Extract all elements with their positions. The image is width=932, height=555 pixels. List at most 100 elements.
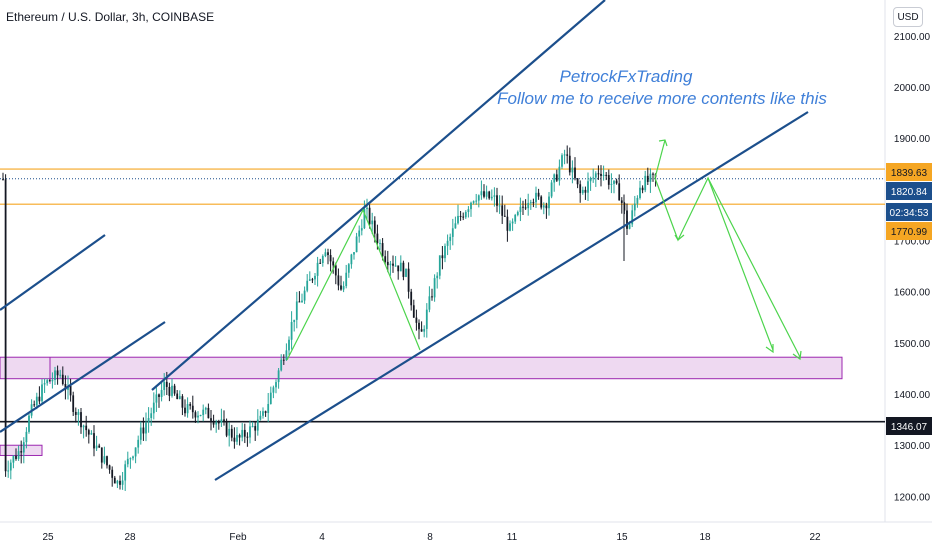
candle-body xyxy=(210,418,212,421)
bearish-projection-path-2[interactable] xyxy=(707,177,801,358)
candle-body xyxy=(61,374,64,385)
price-tag-support: 1770.99 xyxy=(886,222,932,240)
projection-arrow-head-1[interactable] xyxy=(674,234,685,241)
candle-body xyxy=(412,305,415,318)
candle-body xyxy=(480,191,483,196)
candle-body xyxy=(537,192,540,197)
candle-body xyxy=(246,436,249,438)
candle-body xyxy=(90,433,93,435)
candle-body xyxy=(464,212,467,218)
candle-body xyxy=(444,245,446,259)
candle-body xyxy=(7,470,10,472)
trendline-left-lower[interactable] xyxy=(0,321,166,433)
time-axis[interactable]: 25 28 Feb 4 8 11 15 18 22 xyxy=(42,532,821,543)
annotation-line-2: Follow me to receive more contents like … xyxy=(497,89,827,108)
candle-body xyxy=(293,319,296,323)
candle-body xyxy=(17,451,20,459)
candle-body xyxy=(431,296,433,298)
channel-upper-line[interactable] xyxy=(151,0,606,391)
candle-body xyxy=(25,431,28,443)
channel-lower-line[interactable] xyxy=(214,111,809,481)
candle-body xyxy=(173,385,176,394)
trendlines xyxy=(0,0,809,481)
past-swing-path[interactable] xyxy=(286,208,421,361)
price-tick-label: 1600.00 xyxy=(894,288,931,299)
candle-body xyxy=(477,195,480,201)
candle-body xyxy=(394,265,397,267)
candle-body xyxy=(568,155,571,173)
candle-body xyxy=(178,396,181,400)
candle-body xyxy=(373,220,376,234)
candle-body xyxy=(438,255,441,276)
price-tick-label: 2100.00 xyxy=(894,32,931,43)
price-tick-label: 1500.00 xyxy=(894,339,931,350)
candle-body xyxy=(38,396,41,402)
candle-body xyxy=(93,433,95,449)
candle-body xyxy=(636,198,639,204)
candle-body xyxy=(150,413,153,418)
candles xyxy=(2,145,657,491)
candle-body xyxy=(189,404,192,406)
candle-body xyxy=(165,381,168,387)
candle-body xyxy=(197,415,199,418)
candle-body xyxy=(594,173,597,178)
candle-body xyxy=(77,412,80,415)
time-tick-label: 25 xyxy=(42,532,54,543)
candle-body xyxy=(407,268,410,292)
price-tag-resistance: 1839.63 xyxy=(886,163,932,181)
candle-body xyxy=(420,329,423,332)
candle-body xyxy=(613,180,615,184)
time-tick-label: 11 xyxy=(507,532,518,543)
candle-body xyxy=(256,419,259,431)
candle-body xyxy=(249,426,251,438)
candle-body xyxy=(509,223,511,231)
candle-body xyxy=(181,396,184,408)
bearish-projection-path-1[interactable] xyxy=(654,176,774,351)
candle-body xyxy=(535,192,537,203)
candle-body xyxy=(202,409,205,416)
candle-body xyxy=(347,264,350,273)
candle-body xyxy=(111,469,114,478)
candle-body xyxy=(316,262,319,276)
projection-arrow-head-2[interactable] xyxy=(765,344,774,354)
candle-body xyxy=(74,411,77,415)
candle-body xyxy=(470,202,472,210)
projection-arrow-head-3[interactable] xyxy=(792,350,802,361)
candle-body xyxy=(285,350,288,360)
candle-body xyxy=(506,216,509,231)
candle-body xyxy=(176,393,179,400)
candle-body xyxy=(106,456,108,466)
bullish-projection-arrow[interactable] xyxy=(654,139,666,179)
price-tick-label: 1700.00 xyxy=(894,237,931,248)
demand-zone[interactable] xyxy=(0,356,843,380)
candle-body xyxy=(475,200,478,202)
candle-body xyxy=(119,480,121,485)
candle-body xyxy=(415,317,418,323)
candle-body xyxy=(33,404,36,406)
candle-body xyxy=(548,196,550,209)
candle-body xyxy=(259,415,262,420)
candle-body xyxy=(571,167,574,173)
candle-body xyxy=(280,359,283,371)
trendline-left-upper[interactable] xyxy=(0,234,106,311)
bullish-arrow-head[interactable] xyxy=(658,139,668,147)
candle-body xyxy=(384,256,387,262)
candle-body xyxy=(399,262,402,272)
candle-body xyxy=(327,252,329,256)
candle-body xyxy=(207,407,210,419)
candle-body xyxy=(108,465,111,470)
currency-button[interactable]: USD xyxy=(893,7,923,27)
price-tag-label: 1770.99 xyxy=(891,227,928,238)
candle-body xyxy=(147,417,150,423)
candle-body xyxy=(254,426,257,431)
candle-body xyxy=(241,429,244,438)
candle-body xyxy=(428,296,431,310)
candle-body xyxy=(496,195,498,206)
candle-body xyxy=(360,228,363,231)
candle-body xyxy=(574,167,576,179)
candle-body xyxy=(204,407,207,410)
candle-body xyxy=(620,200,623,203)
candle-body xyxy=(558,166,561,181)
